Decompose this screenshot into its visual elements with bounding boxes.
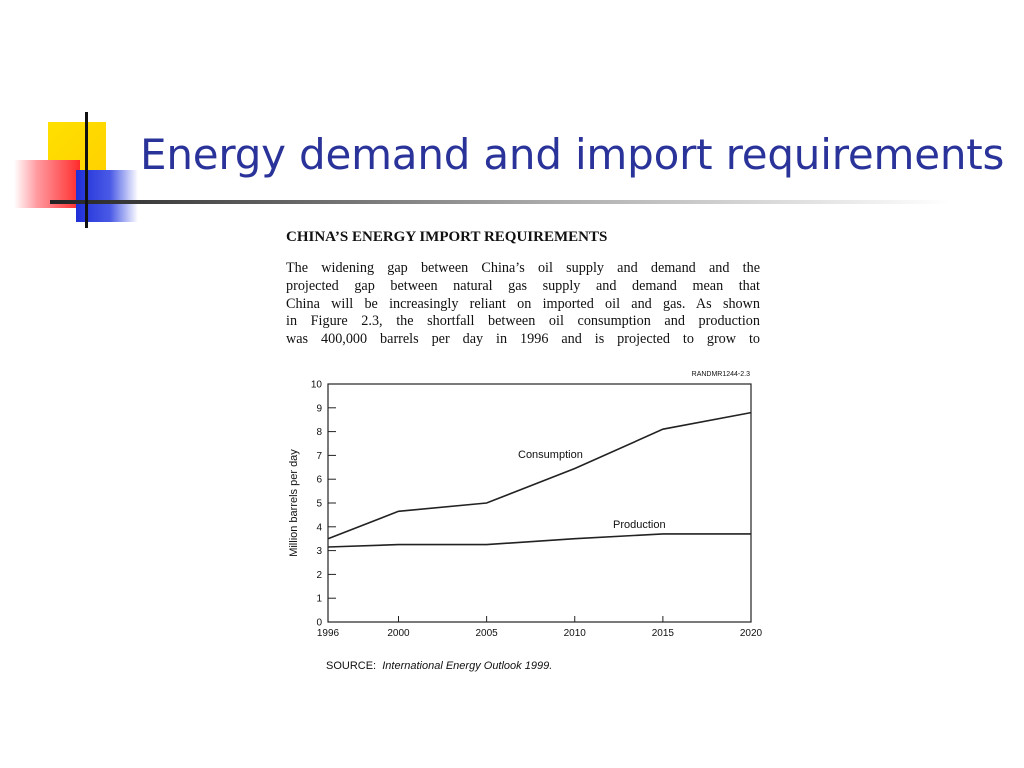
y-tick-label: 5 <box>316 499 322 510</box>
figure-tag: RANDMR1244-2.3 <box>692 371 750 378</box>
document-body: The widening gap between China’s oil sup… <box>286 260 760 349</box>
title-underline <box>50 200 950 204</box>
x-tick-label: 1996 <box>317 628 340 639</box>
body-line: projected gap between natural gas supply… <box>286 277 760 294</box>
decor-vertical-line <box>85 112 88 228</box>
y-axis-label: Million barrels per day <box>288 449 300 557</box>
series-label-production: Production <box>613 519 666 531</box>
x-tick-label: 2000 <box>387 628 410 639</box>
y-tick-label: 8 <box>316 427 322 438</box>
y-tick-label: 3 <box>316 546 322 557</box>
y-tick-label: 4 <box>316 522 322 533</box>
body-line: was 400,000 barrels per day in 1996 and … <box>286 331 760 348</box>
y-tick-label: 1 <box>316 594 322 605</box>
series-label-consumption: Consumption <box>518 449 583 461</box>
x-tick-label: 2020 <box>740 628 763 639</box>
y-tick-label: 0 <box>316 618 322 629</box>
y-tick-label: 9 <box>316 403 322 414</box>
body-line: in Figure 2.3, the shortfall between oil… <box>286 313 760 330</box>
source-label: SOURCE: <box>326 660 377 672</box>
y-axis: 0 1 2 3 4 5 6 7 8 9 10 <box>311 380 336 629</box>
y-tick-label: 7 <box>316 451 322 462</box>
body-line: China will be increasingly reliant on im… <box>286 295 760 312</box>
series-layer <box>327 411 752 548</box>
y-tick-label: 2 <box>316 570 322 581</box>
series-line-consumption <box>327 411 752 540</box>
body-line: The widening gap between China’s oil sup… <box>286 260 760 276</box>
document-heading: CHINA’S ENERGY IMPORT REQUIREMENTS <box>286 229 608 245</box>
x-axis: 1996 2000 2005 2010 2015 2020 <box>317 616 763 639</box>
x-tick-label: 2015 <box>652 628 675 639</box>
source-note: SOURCE: International Energy Outlook 199… <box>326 660 552 672</box>
series-line-production <box>327 533 751 548</box>
source-text: International Energy Outlook 1999. <box>382 660 553 672</box>
plot-frame <box>327 383 752 623</box>
x-tick-label: 2010 <box>564 628 587 639</box>
x-tick-label: 2005 <box>476 628 499 639</box>
slide-title: Energy demand and import requirements <box>140 130 1005 179</box>
y-tick-label: 10 <box>311 380 323 391</box>
y-tick-label: 6 <box>316 475 322 486</box>
